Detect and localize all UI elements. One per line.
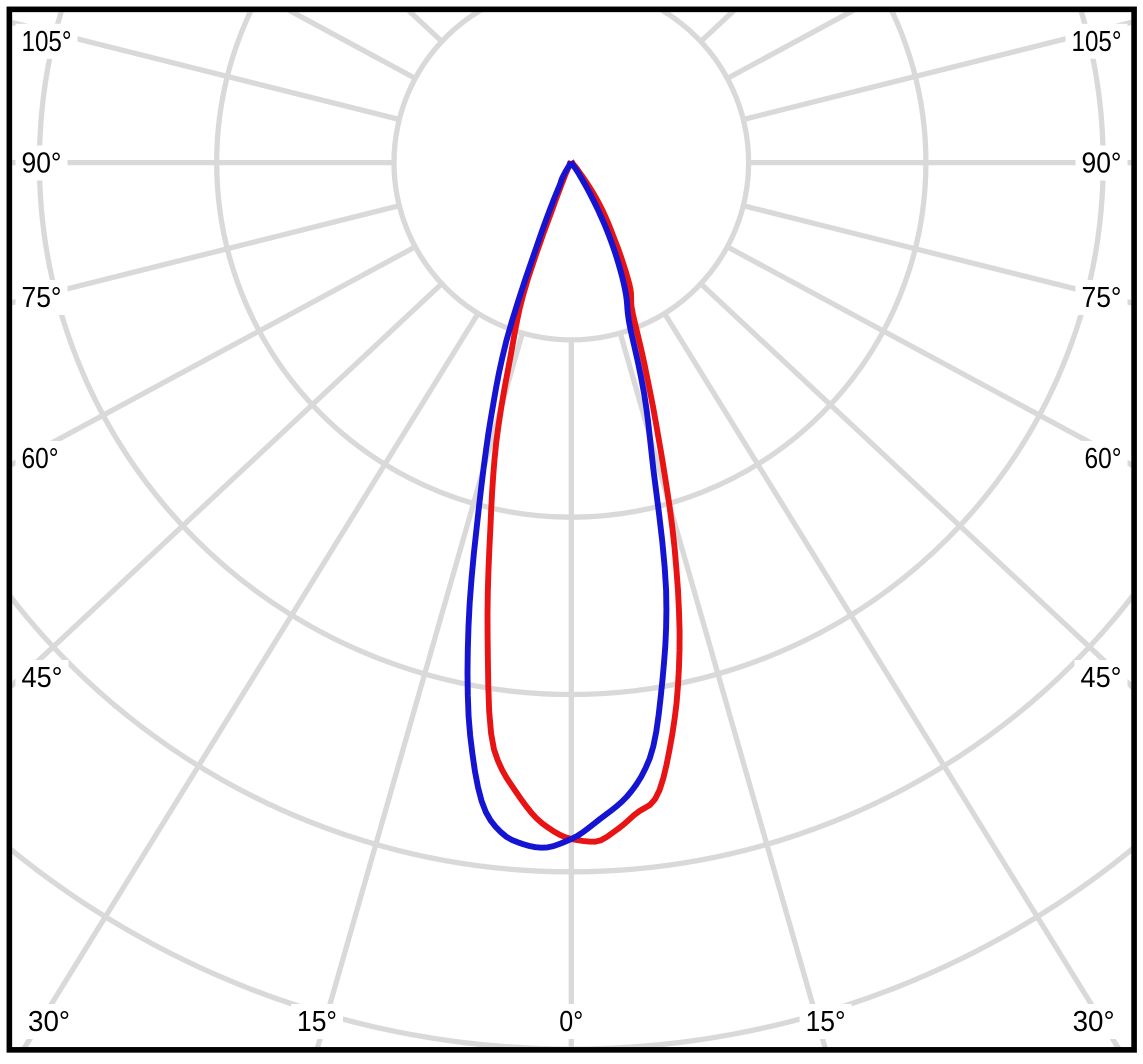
svg-text:75°: 75° (22, 282, 62, 314)
svg-text:105°: 105° (1072, 26, 1122, 58)
svg-text:105°: 105° (22, 26, 72, 58)
svg-text:60°: 60° (1085, 443, 1122, 475)
svg-text:30°: 30° (28, 1006, 70, 1038)
svg-text:0°: 0° (559, 1006, 583, 1038)
svg-text:75°: 75° (1082, 282, 1122, 314)
svg-text:15°: 15° (806, 1006, 846, 1038)
svg-text:90°: 90° (22, 148, 62, 180)
svg-text:15°: 15° (297, 1006, 337, 1038)
svg-text:45°: 45° (1081, 662, 1122, 694)
svg-text:90°: 90° (1082, 148, 1122, 180)
svg-text:30°: 30° (1073, 1006, 1115, 1038)
svg-text:45°: 45° (22, 662, 63, 694)
svg-text:60°: 60° (22, 443, 59, 475)
